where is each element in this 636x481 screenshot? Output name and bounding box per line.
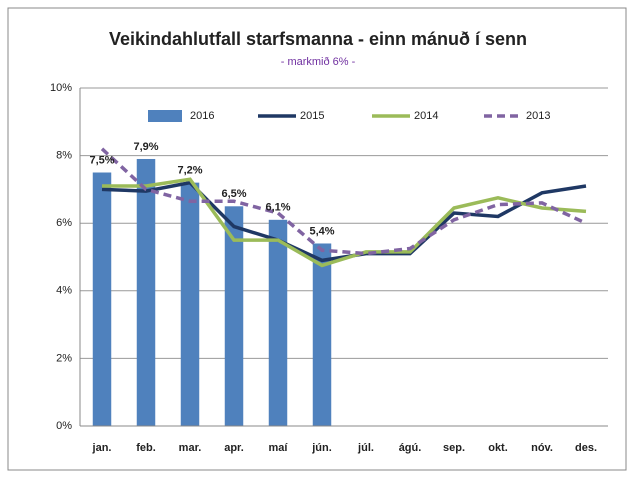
legend-swatch: [148, 110, 182, 122]
line: [102, 177, 587, 268]
data-label: 5,4%: [309, 225, 334, 237]
line: [100, 147, 587, 256]
x-tick-label: júl.: [357, 442, 374, 454]
bar: [136, 158, 156, 427]
data-label: 6,5%: [221, 188, 246, 200]
chart-title: Veikindahlutfall starfsmanna - einn mánu…: [109, 29, 527, 49]
y-tick-label: 6%: [56, 217, 72, 229]
data-label: 6,1%: [265, 202, 290, 214]
chart-subtitle: - markmið 6% -: [281, 56, 356, 68]
data-label: 7,5%: [89, 154, 114, 166]
x-tick-label: des.: [575, 442, 597, 454]
legend-label: 2013: [526, 110, 550, 122]
legend-label: 2014: [414, 110, 438, 122]
y-tick-label: 10%: [50, 82, 72, 94]
data-label: 7,2%: [177, 165, 202, 177]
x-tick-label: nóv.: [531, 442, 553, 454]
y-tick-label: 4%: [56, 285, 72, 297]
bar: [268, 219, 288, 426]
bar: [224, 206, 244, 426]
x-tick-label: feb.: [136, 442, 156, 454]
x-tick-label: okt.: [488, 442, 508, 454]
x-tick-label: jan.: [92, 442, 112, 454]
bar: [92, 172, 112, 426]
y-tick-label: 2%: [56, 352, 72, 364]
y-tick-label: 0%: [56, 420, 72, 432]
bar: [180, 182, 200, 426]
legend-label: 2016: [190, 110, 214, 122]
x-tick-label: maí: [269, 442, 289, 454]
y-tick-label: 8%: [56, 150, 72, 162]
legend-label: 2015: [300, 110, 324, 122]
x-tick-label: ágú.: [399, 442, 422, 454]
bar: [312, 243, 332, 426]
x-tick-label: mar.: [179, 442, 202, 454]
x-tick-label: jún.: [311, 442, 332, 454]
data-label: 7,9%: [133, 141, 158, 153]
x-tick-label: sep.: [443, 442, 465, 454]
x-tick-label: apr.: [224, 442, 244, 454]
